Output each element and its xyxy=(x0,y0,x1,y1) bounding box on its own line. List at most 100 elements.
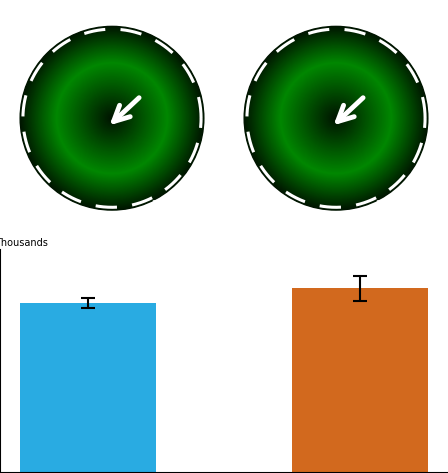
Ellipse shape xyxy=(41,47,183,189)
Ellipse shape xyxy=(98,105,126,132)
Ellipse shape xyxy=(28,34,196,202)
Ellipse shape xyxy=(248,30,424,206)
Ellipse shape xyxy=(56,61,168,175)
Ellipse shape xyxy=(57,63,167,173)
Ellipse shape xyxy=(289,71,383,165)
Ellipse shape xyxy=(102,108,122,128)
Ellipse shape xyxy=(21,27,203,209)
Ellipse shape xyxy=(52,59,172,178)
Ellipse shape xyxy=(245,27,427,209)
Ellipse shape xyxy=(279,61,393,175)
Ellipse shape xyxy=(74,80,150,157)
Ellipse shape xyxy=(62,69,162,168)
Ellipse shape xyxy=(80,86,144,150)
Ellipse shape xyxy=(250,32,422,205)
Ellipse shape xyxy=(58,64,166,173)
Ellipse shape xyxy=(325,107,347,129)
Text: Thousands: Thousands xyxy=(0,237,48,248)
Ellipse shape xyxy=(324,106,348,131)
Ellipse shape xyxy=(294,76,378,160)
Ellipse shape xyxy=(266,48,406,189)
Ellipse shape xyxy=(58,65,166,172)
Ellipse shape xyxy=(98,104,126,133)
Ellipse shape xyxy=(302,85,370,152)
Ellipse shape xyxy=(296,79,376,158)
Ellipse shape xyxy=(20,26,204,210)
Ellipse shape xyxy=(247,29,425,207)
Ellipse shape xyxy=(81,87,143,149)
Ellipse shape xyxy=(275,57,397,179)
Ellipse shape xyxy=(329,111,343,125)
Ellipse shape xyxy=(48,54,177,183)
Ellipse shape xyxy=(308,91,364,146)
Ellipse shape xyxy=(103,109,121,127)
Ellipse shape xyxy=(293,75,379,161)
Ellipse shape xyxy=(53,59,171,177)
Ellipse shape xyxy=(271,54,401,183)
Ellipse shape xyxy=(69,75,155,161)
Ellipse shape xyxy=(76,82,148,154)
Ellipse shape xyxy=(22,28,202,209)
Ellipse shape xyxy=(55,61,169,175)
Ellipse shape xyxy=(65,71,159,165)
Ellipse shape xyxy=(74,81,150,156)
Ellipse shape xyxy=(246,28,426,209)
Ellipse shape xyxy=(30,36,194,200)
Ellipse shape xyxy=(34,41,190,195)
Ellipse shape xyxy=(82,88,142,149)
Ellipse shape xyxy=(258,41,414,195)
Ellipse shape xyxy=(265,47,407,189)
Ellipse shape xyxy=(78,84,146,153)
Ellipse shape xyxy=(34,40,190,196)
Ellipse shape xyxy=(305,87,367,149)
Ellipse shape xyxy=(83,89,141,147)
Ellipse shape xyxy=(43,49,181,187)
Ellipse shape xyxy=(263,45,409,192)
Ellipse shape xyxy=(30,35,194,201)
Ellipse shape xyxy=(269,52,403,185)
Ellipse shape xyxy=(44,50,180,186)
Ellipse shape xyxy=(56,62,168,174)
Ellipse shape xyxy=(71,77,153,159)
Ellipse shape xyxy=(78,85,146,152)
Ellipse shape xyxy=(93,99,131,137)
Ellipse shape xyxy=(54,60,170,176)
Ellipse shape xyxy=(261,43,411,193)
Ellipse shape xyxy=(258,40,414,196)
Ellipse shape xyxy=(99,105,125,131)
Ellipse shape xyxy=(304,86,368,150)
Ellipse shape xyxy=(263,45,409,191)
Ellipse shape xyxy=(274,56,398,180)
Ellipse shape xyxy=(267,49,405,187)
Ellipse shape xyxy=(51,57,173,179)
Ellipse shape xyxy=(312,95,360,142)
Ellipse shape xyxy=(26,32,198,205)
Ellipse shape xyxy=(60,66,164,170)
Ellipse shape xyxy=(254,35,419,201)
Ellipse shape xyxy=(39,45,185,192)
Ellipse shape xyxy=(314,97,358,140)
Ellipse shape xyxy=(111,117,113,120)
Ellipse shape xyxy=(104,111,120,126)
Ellipse shape xyxy=(320,102,352,134)
Ellipse shape xyxy=(311,93,361,143)
Ellipse shape xyxy=(82,88,142,148)
Ellipse shape xyxy=(25,31,199,205)
Ellipse shape xyxy=(334,116,338,121)
Ellipse shape xyxy=(73,79,151,157)
Ellipse shape xyxy=(87,94,137,143)
Ellipse shape xyxy=(27,33,197,203)
Ellipse shape xyxy=(327,110,345,127)
Ellipse shape xyxy=(45,51,179,185)
Ellipse shape xyxy=(307,89,365,147)
Ellipse shape xyxy=(280,62,392,174)
Ellipse shape xyxy=(67,73,157,163)
Ellipse shape xyxy=(322,104,350,133)
Ellipse shape xyxy=(289,71,383,166)
Ellipse shape xyxy=(85,91,139,145)
Ellipse shape xyxy=(262,44,410,193)
Ellipse shape xyxy=(64,70,160,166)
Ellipse shape xyxy=(100,106,124,131)
Ellipse shape xyxy=(250,33,422,204)
Ellipse shape xyxy=(254,36,418,200)
